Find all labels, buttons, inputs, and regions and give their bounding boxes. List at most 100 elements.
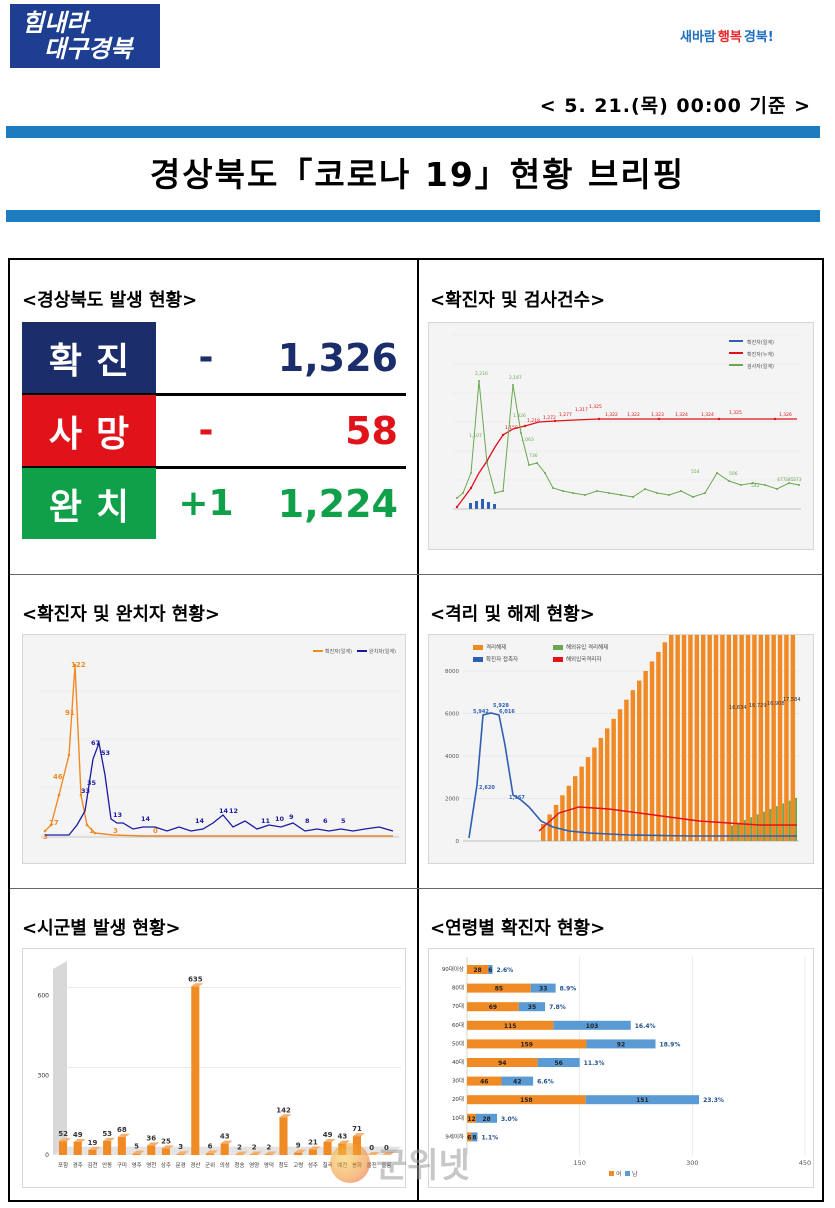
data-label: 33 [539, 986, 547, 993]
status-value: 58 [345, 408, 398, 453]
bar-released [745, 518, 751, 841]
bar-overseas-released [743, 819, 746, 841]
data-label-percent: 18.9% [660, 1041, 681, 1048]
data-label: 1,324 [675, 412, 688, 418]
data-point [656, 492, 658, 494]
data-point [620, 494, 622, 496]
data-point [67, 753, 71, 757]
bar [59, 1141, 68, 1155]
slogan-part-b: 행복 [717, 29, 742, 45]
legend-label: 완치자(일계) [369, 648, 396, 655]
status-divider [22, 393, 406, 396]
bar-male [537, 1058, 580, 1067]
bar-top [103, 1137, 116, 1141]
data-label: 14 [141, 815, 151, 823]
data-point [717, 417, 721, 421]
bar-released [688, 604, 693, 841]
data-point [520, 432, 522, 434]
bar-released [662, 642, 668, 841]
data-label: 506 [729, 471, 738, 477]
bar-released [713, 565, 719, 841]
x-tick-label: 칠곡 [323, 1161, 333, 1169]
status-value: 1,224 [277, 481, 398, 526]
data-label: 5,942 [473, 709, 489, 715]
y-tick-label: 300 [38, 1072, 50, 1079]
data-point [85, 823, 89, 827]
status-section-title: <경상북도 발생 현황> [22, 290, 198, 311]
x-tick-label: 문경 [176, 1162, 186, 1169]
bar-top [205, 1150, 219, 1154]
bar-top [176, 1151, 189, 1155]
data-point [73, 663, 77, 667]
logo-text-line1: 힘내라 [22, 8, 89, 37]
bar [294, 1152, 303, 1155]
status-row: 사망 - 58 [22, 395, 406, 466]
data-point [93, 831, 97, 835]
bar-male [586, 1039, 656, 1049]
data-label: 14 [219, 807, 229, 815]
x-tick-label: 청송 [234, 1161, 244, 1169]
y-tick-label: 4000 [445, 754, 459, 760]
bar-released [701, 584, 706, 841]
x-tick-label: 포항 [58, 1161, 68, 1169]
bar-released [675, 623, 680, 841]
bar-released [547, 814, 552, 841]
bar-male [501, 1076, 534, 1086]
y-tick-label: 90대이상 [442, 965, 464, 973]
bar-top [323, 1138, 336, 1142]
x-tick-label: 영주 [132, 1161, 142, 1169]
bar-top [147, 1142, 160, 1146]
bar [250, 1154, 259, 1155]
bar-top [264, 1151, 277, 1155]
data-label: 16,634 [729, 705, 747, 711]
data-label: 151 [636, 1097, 649, 1104]
data-label: 17,584 [783, 697, 801, 703]
bar-released [605, 728, 610, 841]
data-label: 9 [296, 1142, 301, 1150]
status-row: 확진 - 1,326 [22, 322, 406, 393]
bar-released [733, 537, 738, 841]
status-label: 완치 [22, 468, 156, 539]
bar-daily [481, 499, 484, 509]
bar-daily [493, 504, 496, 509]
x-tick-label: 경주 [73, 1162, 83, 1169]
data-label-percent: 6.6% [537, 1079, 554, 1086]
bar-female [467, 1113, 477, 1123]
data-label: 6,016 [499, 709, 515, 715]
bar-daily [475, 501, 478, 509]
bar-top [161, 1145, 174, 1149]
data-label: 36 [146, 1134, 156, 1142]
slogan-part-a: 새바람 [680, 29, 716, 45]
bar-top [367, 1152, 380, 1155]
status-label: 사망 [22, 395, 156, 466]
legend-swatch [625, 1171, 630, 1176]
x-tick-label: 군위 [205, 1161, 215, 1169]
isolation-section-title: <격리 및 해제 현황> [430, 604, 595, 625]
series-line-tests [456, 380, 800, 499]
bar-male [530, 983, 556, 993]
bar-released [649, 661, 655, 841]
bar-male [471, 1132, 478, 1142]
legend-swatch [473, 657, 483, 662]
bar-daily [487, 502, 490, 509]
data-point [572, 492, 574, 494]
bar-female [467, 1132, 472, 1142]
data-label: 159 [520, 1041, 533, 1048]
x-tick-label: 상주 [161, 1161, 171, 1169]
bar-female [467, 1076, 502, 1086]
bar-released [726, 546, 732, 841]
y-tick-label: 0 [45, 1152, 49, 1159]
bar-released [771, 479, 776, 841]
data-label: 9 [289, 813, 294, 821]
bar-released [585, 757, 591, 841]
data-label: 43 [220, 1133, 230, 1141]
data-label: 1 [89, 827, 94, 835]
y-tick-label: 0 [456, 839, 460, 845]
data-point [716, 472, 718, 474]
data-point [776, 488, 778, 490]
grid-divider-vertical [417, 260, 419, 1200]
bar-released [598, 737, 604, 841]
data-label: 1,325 [729, 410, 742, 416]
bar-male [585, 1095, 700, 1105]
bar-top [132, 1150, 145, 1154]
